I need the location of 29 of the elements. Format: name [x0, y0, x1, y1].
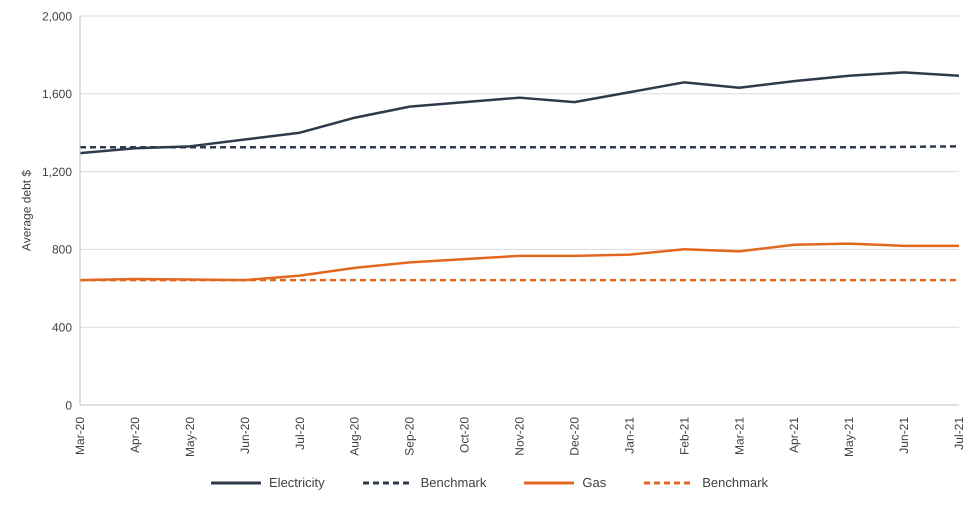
y-tick-label: 800 [52, 242, 72, 257]
x-tick-label: Jun-21 [897, 416, 912, 454]
x-tick-label: Jul-21 [952, 416, 966, 450]
x-tick-label: Sep-20 [402, 416, 417, 456]
x-tick-label: Oct-20 [458, 416, 472, 454]
legend-label: Electricity [269, 475, 325, 490]
line-series [80, 71, 959, 154]
y-axis-title: Average debt $ [19, 170, 34, 252]
x-tick-label: May-20 [182, 416, 197, 458]
x-tick-label: Mar-21 [732, 416, 746, 456]
x-tick-label: Nov-20 [512, 416, 526, 456]
x-tick-label: May-21 [842, 416, 856, 458]
x-tick-label: Apr-20 [128, 416, 142, 454]
x-tick-label: Dec-20 [567, 416, 582, 456]
x-tick-label: Feb-21 [677, 416, 692, 456]
y-tick-label: 2,000 [42, 9, 72, 24]
x-tick-label: Mar-20 [73, 416, 87, 456]
x-tick-label: Jan-21 [622, 416, 636, 454]
x-tick-label: Jul-20 [292, 416, 307, 450]
x-tick-label: Apr-21 [787, 416, 802, 454]
x-tick-label: Jun-20 [238, 416, 252, 454]
y-tick-label: 400 [52, 320, 72, 334]
y-tick-label: 1,200 [42, 164, 72, 179]
legend-label: Benchmark [420, 475, 486, 490]
x-tick-label: Aug-20 [348, 416, 362, 456]
legend-label: Benchmark [702, 475, 768, 490]
legend-label: Gas [582, 475, 606, 490]
y-tick-label: 0 [65, 398, 72, 412]
y-tick-label: 1,600 [42, 87, 72, 102]
